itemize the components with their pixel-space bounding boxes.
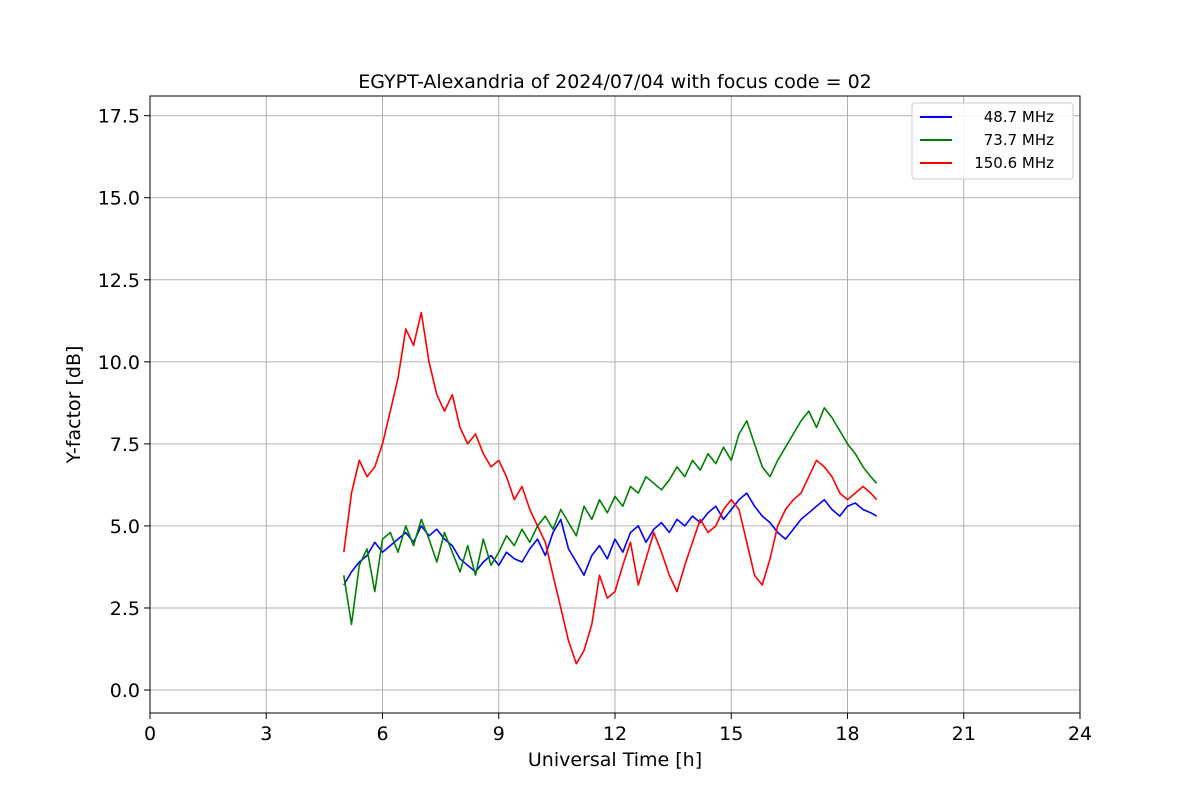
series-line-1 bbox=[343, 406, 878, 626]
x-tick-label: 24 bbox=[1068, 723, 1092, 745]
legend-label: 150.6 MHz bbox=[974, 154, 1054, 172]
y-tick-label: 15.0 bbox=[98, 188, 140, 210]
legend-label: 73.7 MHz bbox=[984, 131, 1054, 149]
chart-title: EGYPT-Alexandria of 2024/07/04 with focu… bbox=[358, 71, 872, 93]
y-tick-label: 12.5 bbox=[98, 270, 140, 292]
data-series bbox=[343, 311, 878, 665]
x-tick-label: 12 bbox=[603, 723, 627, 745]
x-tick-label: 18 bbox=[835, 723, 859, 745]
series-line-2 bbox=[343, 311, 878, 665]
y-tick-label: 5.0 bbox=[110, 516, 140, 538]
y-tick-label: 10.0 bbox=[98, 352, 140, 374]
x-tick-label: 21 bbox=[952, 723, 976, 745]
y-tick-label: 7.5 bbox=[110, 434, 140, 456]
legend-box bbox=[911, 102, 1074, 180]
x-tick-label: 3 bbox=[260, 723, 272, 745]
y-tick-label: 0.0 bbox=[110, 680, 140, 702]
x-axis-label: Universal Time [h] bbox=[528, 749, 702, 771]
x-tick-label: 15 bbox=[719, 723, 743, 745]
legend-label: 48.7 MHz bbox=[984, 108, 1054, 126]
x-tick-label: 9 bbox=[493, 723, 505, 745]
axis-ticks: 0 3 6 9 12 15 18 21 24 0.0 2.5 5.0 7.5 10.0 12.5 15.0 17… bbox=[98, 106, 1092, 745]
y-axis-label: Y-factor [dB] bbox=[63, 346, 85, 465]
y-tick-label: 2.5 bbox=[110, 598, 140, 620]
x-tick-label: 6 bbox=[376, 723, 388, 745]
series-line-0 bbox=[343, 492, 877, 586]
y-tick-label: 17.5 bbox=[98, 106, 140, 128]
x-tick-label: 0 bbox=[144, 723, 156, 745]
legend: 48.7 MHz 73.7 MHz 150.6 MHz bbox=[911, 102, 1074, 180]
